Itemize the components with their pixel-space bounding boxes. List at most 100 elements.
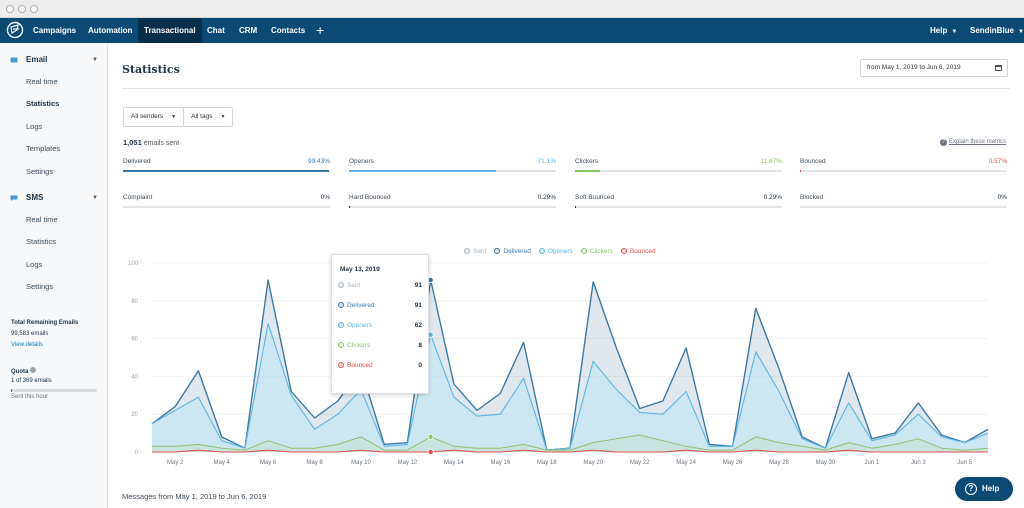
calendar-icon[interactable] (995, 65, 1002, 71)
nav-campaigns[interactable]: Campaigns (33, 26, 77, 35)
page-title: Statistics (122, 63, 180, 76)
y-tick-label: 20 (131, 412, 138, 418)
metric-bar-track (575, 206, 782, 208)
metric-label: Openers (349, 158, 374, 165)
metric-value: 11.87% (760, 158, 782, 165)
x-tick-label: Jun 3 (911, 460, 926, 466)
chevron-down-icon: ▼ (92, 57, 98, 63)
tooltip-value: 91 (414, 302, 422, 309)
metric-value: 71.1% (537, 158, 556, 165)
legend-marker (538, 248, 545, 254)
tooltip-value: 8 (418, 342, 422, 349)
sidebar-item-sms-logs[interactable]: Logs (26, 260, 43, 269)
tooltip-row-clickers: Clickers 8 (338, 342, 422, 352)
sidebar-section-sms[interactable]: SMS ▼ (10, 191, 98, 205)
metric-hard-bounced: Hard Bounced 0.29% (349, 194, 556, 210)
chart-legend: Sent Delivered Openers Clickers Bounced (464, 248, 664, 255)
tooltip-label: Sent (347, 282, 361, 289)
tooltip-row-openers: Openers 62 (338, 322, 422, 332)
metric-label: Soft Bounced (575, 194, 615, 201)
sidebar-section-email[interactable]: Email ▼ (10, 53, 98, 67)
series-area-openers (152, 323, 988, 452)
account-menu-label: SendinBlue (970, 26, 1015, 35)
help-button[interactable]: ? Help (955, 477, 1013, 501)
legend-label: Sent (473, 248, 487, 255)
y-tick-label: 40 (131, 374, 138, 380)
x-tick-label: May 26 (723, 460, 743, 466)
legend-marker (620, 248, 627, 254)
sidebar-item-sms-settings[interactable]: Settings (26, 282, 54, 291)
x-tick-label: May 8 (306, 460, 323, 466)
quota-title-label: Quota (11, 369, 29, 375)
info-icon[interactable] (30, 367, 37, 373)
metric-bar-track (349, 170, 556, 172)
window-close-button[interactable] (6, 5, 14, 13)
tags-select[interactable]: All tags ▼ (183, 108, 232, 126)
add-icon[interactable]: + (316, 22, 325, 38)
sendinblue-logo-icon[interactable] (6, 21, 24, 39)
sidebar-item-email-statistics[interactable]: Statistics (26, 99, 60, 108)
metric-label: Clickers (575, 158, 599, 165)
quota-title: Quota (11, 367, 37, 375)
metric-openers: Openers 71.1% (349, 158, 556, 174)
tooltip-marker (338, 322, 344, 328)
legend-item-clickers[interactable]: Clickers (580, 248, 613, 255)
window-minimize-button[interactable] (18, 5, 26, 13)
tooltip-marker (338, 362, 344, 368)
emails-sent-suffix: emails sent (143, 140, 180, 147)
series-line-openers (151, 322, 989, 451)
senders-select-value: All senders (131, 113, 164, 120)
x-tick-label: May 20 (583, 460, 603, 466)
metric-clickers: Clickers 11.87% (575, 158, 782, 174)
legend-item-sent[interactable]: Sent (464, 248, 486, 255)
view-details-link[interactable]: View details (11, 342, 43, 348)
tooltip-label: Openers (347, 322, 372, 329)
legend-item-openers[interactable]: Openers (538, 248, 573, 255)
tooltip-row-sent: Sent 91 (338, 282, 422, 292)
nav-chat[interactable]: Chat (207, 26, 225, 35)
nav-automation[interactable]: Automation (88, 26, 133, 35)
sidebar-item-email-logs[interactable]: Logs (26, 122, 43, 131)
chevron-down-icon: ▼ (951, 29, 958, 35)
window-zoom-button[interactable] (30, 5, 38, 13)
nav-transactional[interactable]: Transactional (138, 18, 202, 43)
filter-selects: All senders ▼ All tags ▼ (123, 107, 234, 127)
chevron-down-icon: ▼ (1018, 29, 1024, 35)
help-circle-icon: ? (965, 483, 977, 495)
legend-item-delivered[interactable]: Delivered (494, 248, 531, 255)
sidebar-item-sms-statistics[interactable]: Statistics (26, 237, 57, 246)
legend-label: Delivered (503, 248, 531, 255)
metric-bar-fill (575, 170, 600, 172)
sidebar-item-sms-real-time[interactable]: Real time (26, 215, 58, 224)
metric-value: 99.43% (307, 158, 330, 165)
tooltip-marker (338, 342, 344, 348)
nav-contacts[interactable]: Contacts (271, 26, 306, 35)
tooltip-label: Clickers (347, 342, 371, 349)
sidebar-item-email-settings[interactable]: Settings (26, 167, 54, 176)
legend-label: Clickers (589, 248, 613, 255)
sidebar-item-email-templates[interactable]: Templates (26, 144, 61, 153)
x-tick-label: May 2 (167, 460, 184, 466)
metric-delivered: Delivered 99.43% (123, 158, 330, 174)
metric-bar-track (800, 206, 1007, 208)
date-range-input[interactable]: from May 1, 2019 to Jun 6, 2019 (860, 59, 1008, 77)
tooltip-marker (338, 302, 344, 308)
nav-crm[interactable]: CRM (239, 26, 258, 35)
remaining-emails-title: Total Remaining Emails (11, 320, 79, 326)
metric-value: 0% (997, 194, 1007, 201)
explain-metrics-link[interactable]: ? Explain these metrics (940, 139, 1006, 146)
tooltip-date: May 13, 2019 (340, 266, 380, 273)
senders-select[interactable]: All senders ▼ (124, 108, 183, 126)
sidebar-item-email-real-time[interactable]: Real time (26, 77, 58, 86)
help-menu[interactable]: Help ▼ (930, 18, 957, 43)
x-tick-label: May 6 (260, 460, 277, 466)
metric-bar-fill (349, 170, 497, 172)
metric-label: Bounced (800, 158, 826, 165)
legend-item-bounced[interactable]: Bounced (620, 248, 656, 255)
account-menu[interactable]: SendinBlue ▼ (970, 18, 1024, 43)
metric-bar-track (349, 206, 556, 208)
x-tick-label: May 12 (398, 460, 418, 466)
metric-blocked: Blocked 0% (800, 194, 1007, 210)
